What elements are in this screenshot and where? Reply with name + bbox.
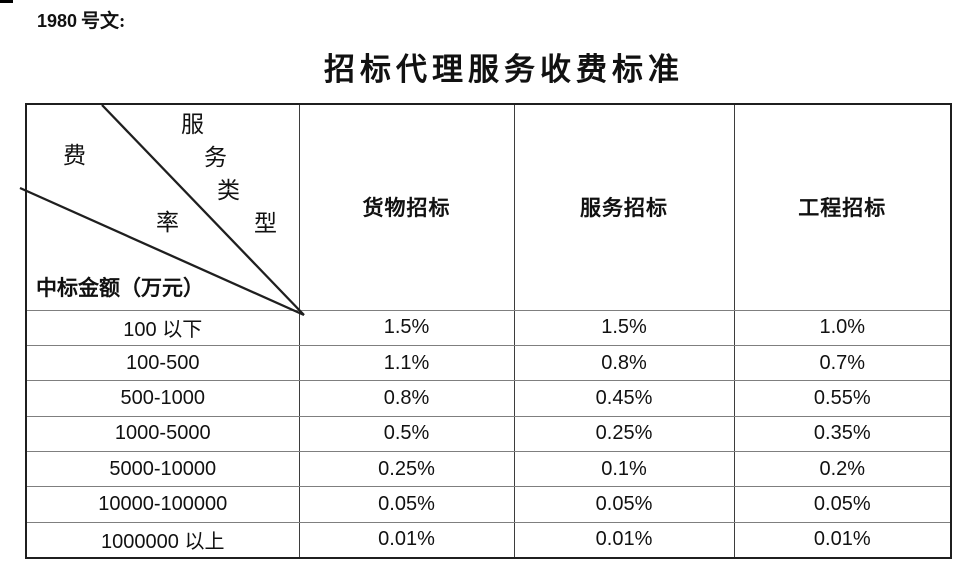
service-rate-cell: 0.05% bbox=[513, 486, 735, 523]
table-row: 1000-5000 0.5% 0.25% 0.35% bbox=[25, 415, 952, 453]
table-row: 10000-100000 0.05% 0.05% 0.05% bbox=[25, 486, 952, 523]
goods-rate-cell: 0.25% bbox=[298, 451, 515, 488]
document-number: 1980 bbox=[37, 11, 78, 31]
service-rate-cell: 0.01% bbox=[513, 521, 735, 559]
table-corner-cell: 费 服 务 类 型 率 中标金额（万元） bbox=[19, 103, 305, 317]
corner-label-service-type-3: 类 bbox=[217, 178, 240, 203]
amount-cell: 10000-100000 bbox=[25, 486, 300, 523]
engineering-rate-cell: 1.0% bbox=[733, 309, 952, 346]
corner-row-axis-label: 中标金额（万元） bbox=[36, 276, 204, 300]
column-header-engineering: 工程招标 bbox=[733, 103, 952, 311]
column-header-service: 服务招标 bbox=[513, 103, 735, 311]
engineering-rate-cell: 0.35% bbox=[733, 415, 952, 453]
service-rate-cell: 0.8% bbox=[513, 344, 735, 382]
goods-rate-cell: 1.1% bbox=[298, 344, 515, 382]
amount-cell: 500-1000 bbox=[25, 380, 300, 417]
service-rate-cell: 1.5% bbox=[513, 309, 735, 346]
engineering-rate-cell: 0.01% bbox=[733, 521, 952, 559]
amount-cell: 1000000 以上 bbox=[25, 521, 300, 559]
diagonal-divider-lines bbox=[19, 104, 305, 317]
column-header-goods: 货物招标 bbox=[298, 103, 515, 311]
table-row: 5000-10000 0.25% 0.1% 0.2% bbox=[25, 451, 952, 488]
engineering-rate-cell: 0.55% bbox=[733, 380, 952, 417]
table-row: 100-500 1.1% 0.8% 0.7% bbox=[25, 344, 952, 382]
service-rate-cell: 0.45% bbox=[513, 380, 735, 417]
table-row: 500-1000 0.8% 0.45% 0.55% bbox=[25, 380, 952, 417]
table-row: 1000000 以上 0.01% 0.01% 0.01% bbox=[25, 521, 952, 559]
engineering-rate-cell: 0.05% bbox=[733, 486, 952, 523]
engineering-rate-cell: 0.7% bbox=[733, 344, 952, 382]
header-row: 费 服 务 类 型 率 中标金额（万元） 货物招标 服务招标 工程招标 bbox=[19, 103, 952, 317]
amount-cell: 100 以下 bbox=[25, 309, 300, 346]
page-title: 招标代理服务收费标准 bbox=[324, 52, 684, 87]
document-reference: 1980 号文: bbox=[37, 6, 125, 33]
diagonal-line-upper bbox=[101, 104, 305, 316]
amount-cell: 100-500 bbox=[25, 344, 300, 382]
goods-rate-cell: 0.01% bbox=[298, 521, 515, 559]
service-rate-cell: 0.1% bbox=[513, 451, 735, 488]
goods-rate-cell: 0.5% bbox=[298, 415, 515, 453]
goods-rate-cell: 1.5% bbox=[298, 309, 515, 346]
goods-rate-cell: 0.05% bbox=[298, 486, 515, 523]
diagonal-line-lower bbox=[19, 186, 305, 317]
corner-label-fee: 费 bbox=[63, 143, 86, 168]
amount-cell: 5000-10000 bbox=[25, 451, 300, 488]
corner-label-service-type-2: 务 bbox=[204, 145, 227, 170]
corner-label-service-type-1: 服 bbox=[181, 112, 204, 137]
corner-label-rate: 率 bbox=[156, 210, 179, 235]
service-rate-cell: 0.25% bbox=[513, 415, 735, 453]
document-number-label: 号文: bbox=[81, 11, 126, 32]
goods-rate-cell: 0.8% bbox=[298, 380, 515, 417]
table-row: 100 以下 1.5% 1.5% 1.0% bbox=[25, 309, 952, 346]
page-corner-mark bbox=[0, 0, 13, 3]
fee-standard-table: 费 服 务 类 型 率 中标金额（万元） 货物招标 服务招标 工程招标 100 … bbox=[19, 103, 952, 559]
corner-label-service-type-4: 型 bbox=[254, 211, 277, 236]
engineering-rate-cell: 0.2% bbox=[733, 451, 952, 488]
amount-cell: 1000-5000 bbox=[25, 415, 300, 453]
